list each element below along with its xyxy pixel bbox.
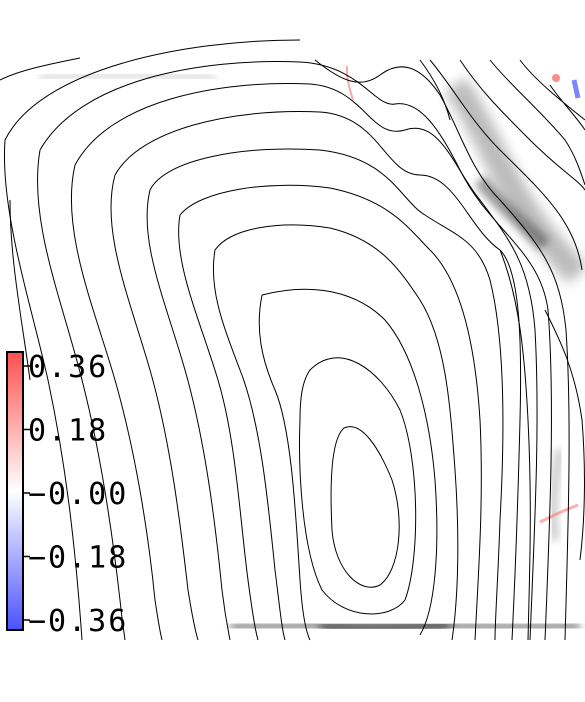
contour-level-16 xyxy=(419,59,451,121)
gray-band-upper-right xyxy=(444,77,585,284)
colorbar-ticks: 0.36 0.18 −0.00 −0.18 −0.36 xyxy=(23,350,128,639)
contour-level-5 xyxy=(179,184,482,641)
gray-band-bottom-core xyxy=(319,621,451,633)
contour-level-8b xyxy=(70,164,163,641)
colorbar: 0.36 0.18 −0.00 −0.18 −0.36 xyxy=(6,350,128,639)
contour-level-14 xyxy=(489,59,585,186)
colorbar-tick-label: 0.18 xyxy=(28,414,108,449)
contour-level-6b xyxy=(146,189,231,641)
contour-lines xyxy=(0,39,585,641)
contour-level-17 xyxy=(499,249,531,641)
contour-level-8 xyxy=(74,83,538,641)
colorbar-tick-label: −0.00 xyxy=(28,477,128,512)
contour-level-11b xyxy=(9,199,31,381)
contour-level-5b xyxy=(178,214,259,641)
heatmap-field xyxy=(39,65,585,635)
colorbar-gradient xyxy=(6,351,24,631)
contour-level-18 xyxy=(544,309,585,561)
contour-level-10b xyxy=(3,139,83,641)
contour-level-4 xyxy=(214,224,459,641)
red-speck-top xyxy=(345,65,354,101)
gray-band-right xyxy=(547,449,565,541)
contour-level-9 xyxy=(39,61,552,641)
contour-level-6 xyxy=(149,148,504,641)
red-speck-right xyxy=(539,503,579,524)
contour-level-3 xyxy=(261,288,438,636)
gray-band-top-left xyxy=(39,71,216,82)
colorbar-tick-label: 0.36 xyxy=(28,350,108,385)
contour-level-13 xyxy=(429,59,583,271)
colorbar-tick-label: −0.36 xyxy=(28,604,128,639)
contour-level-10 xyxy=(4,39,301,141)
contour-level-4b xyxy=(212,249,286,641)
blue-speck-corner xyxy=(571,79,581,99)
contour-level-11 xyxy=(0,57,81,81)
contour-level-13b xyxy=(459,59,585,191)
contour-level-7b xyxy=(110,174,199,641)
contour-level-15 xyxy=(549,84,585,131)
contour-level-12 xyxy=(314,59,570,641)
contour-level-3b xyxy=(258,294,311,641)
contour-level-7 xyxy=(114,111,522,641)
contour-level-14b xyxy=(519,59,585,121)
contour-level-2 xyxy=(299,357,417,615)
contour-level-9b xyxy=(37,149,126,641)
colorbar-tick-label: −0.18 xyxy=(28,541,128,576)
red-speck-corner xyxy=(552,74,560,82)
contour-level-1 xyxy=(330,426,400,588)
